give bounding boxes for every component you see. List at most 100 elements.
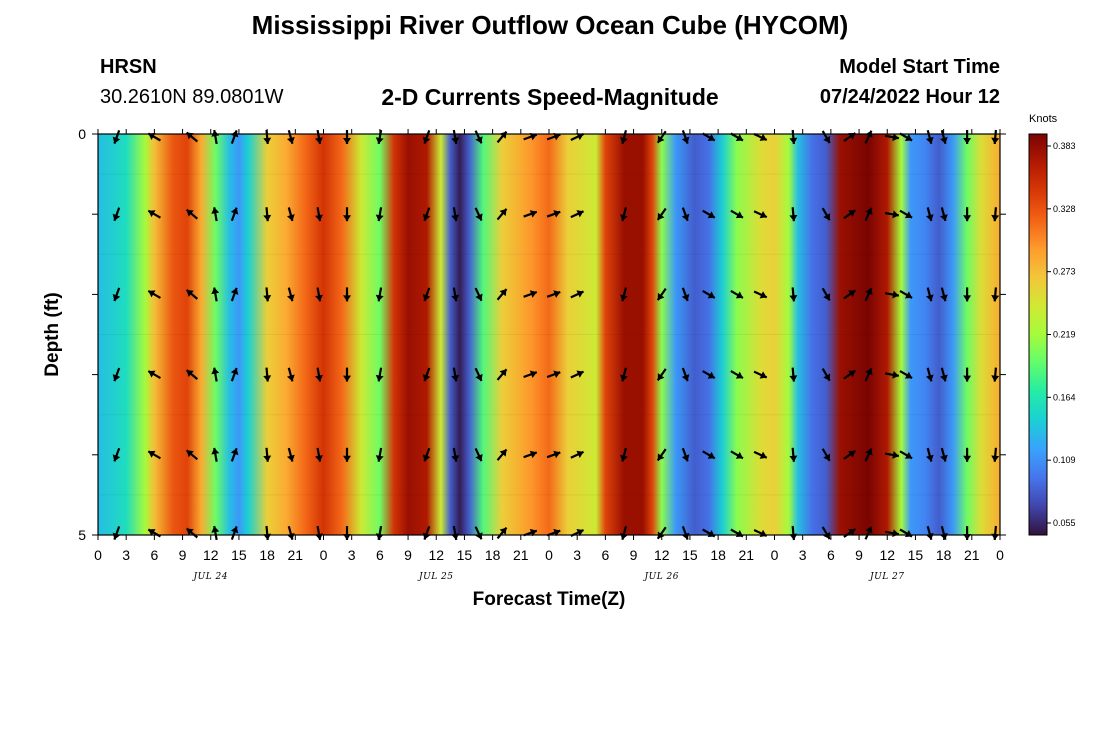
current-vector bbox=[287, 287, 295, 302]
vector-head bbox=[657, 453, 665, 461]
current-vector bbox=[230, 207, 239, 222]
x-tick-label: 21 bbox=[964, 547, 980, 563]
colorbar-tick-label: 0.328 bbox=[1053, 204, 1076, 214]
current-vector bbox=[843, 528, 857, 538]
vector-head bbox=[848, 528, 856, 536]
page-title: Mississippi River Outflow Ocean Cube (HY… bbox=[251, 10, 849, 40]
x-tick-label: 18 bbox=[936, 547, 952, 563]
vector-head bbox=[940, 294, 948, 302]
vector-head bbox=[848, 290, 856, 298]
vector-head bbox=[451, 374, 460, 382]
vector-head bbox=[789, 455, 798, 462]
current-vector bbox=[884, 133, 900, 142]
current-vector bbox=[147, 450, 161, 460]
vector-head bbox=[529, 528, 537, 537]
current-vector bbox=[230, 526, 239, 540]
x-tick-label: 15 bbox=[908, 547, 924, 563]
current-vector bbox=[474, 447, 483, 462]
current-vector bbox=[884, 370, 900, 379]
vector-head bbox=[681, 293, 690, 301]
vector-head bbox=[681, 454, 690, 462]
current-vector bbox=[864, 207, 873, 222]
current-vector bbox=[375, 367, 384, 382]
vector-head bbox=[315, 214, 323, 222]
current-vector bbox=[884, 451, 900, 459]
vector-head bbox=[375, 214, 384, 222]
vector-head bbox=[681, 136, 690, 144]
vector-head bbox=[263, 455, 272, 462]
current-vector bbox=[821, 367, 831, 382]
vector-head bbox=[925, 294, 934, 302]
current-vector bbox=[620, 207, 628, 222]
x-tick-label: 0 bbox=[996, 547, 1004, 563]
x-tick-label: 15 bbox=[231, 547, 247, 563]
current-vector bbox=[821, 207, 831, 221]
current-vector bbox=[753, 450, 768, 459]
x-tick-label: 0 bbox=[545, 547, 553, 563]
vector-head bbox=[657, 292, 665, 301]
current-vector bbox=[753, 290, 768, 299]
current-vector bbox=[546, 210, 561, 218]
current-vector bbox=[991, 207, 1000, 222]
vector-head bbox=[991, 137, 1000, 144]
vector-head bbox=[499, 449, 507, 457]
vector-head bbox=[422, 136, 431, 144]
vector-head bbox=[499, 208, 507, 217]
x-tick-label: 9 bbox=[179, 547, 187, 563]
current-vector bbox=[730, 132, 744, 142]
speed-heatmap bbox=[98, 134, 1000, 535]
vector-head bbox=[904, 134, 913, 141]
current-vector bbox=[925, 207, 934, 222]
vector-head bbox=[789, 375, 798, 382]
vector-head bbox=[529, 290, 537, 298]
vector-head bbox=[112, 374, 121, 382]
current-vector bbox=[864, 287, 873, 302]
current-vector bbox=[925, 129, 934, 145]
current-vector bbox=[287, 367, 295, 382]
current-vector bbox=[620, 129, 628, 145]
station-coordinates: 30.2610N 89.0801W bbox=[100, 86, 284, 108]
vector-head bbox=[576, 528, 584, 537]
x-tick-label: 3 bbox=[348, 547, 356, 563]
current-vector bbox=[422, 526, 431, 540]
current-vector bbox=[147, 370, 161, 380]
x-tick-label: 21 bbox=[288, 547, 304, 563]
current-vector bbox=[112, 447, 121, 462]
current-vector bbox=[789, 207, 798, 222]
current-vector bbox=[864, 526, 873, 540]
vector-head bbox=[529, 210, 537, 218]
vector-head bbox=[620, 214, 628, 221]
current-vector bbox=[570, 290, 584, 299]
current-vector bbox=[730, 370, 744, 380]
vector-head bbox=[865, 448, 873, 456]
current-vector bbox=[451, 129, 460, 145]
current-vector bbox=[315, 287, 323, 302]
y-axis-label: Depth (ft) bbox=[42, 292, 63, 376]
current-vector bbox=[620, 367, 628, 382]
vector-head bbox=[315, 294, 323, 302]
date-label: JUL 25 bbox=[417, 572, 453, 582]
current-vector bbox=[342, 447, 351, 462]
vector-head bbox=[553, 290, 561, 298]
vector-head bbox=[735, 134, 743, 141]
current-vector bbox=[789, 129, 798, 145]
vector-head bbox=[620, 454, 628, 462]
current-vector bbox=[753, 133, 768, 142]
vector-head bbox=[263, 214, 272, 222]
current-vector bbox=[342, 367, 351, 382]
current-vector bbox=[821, 287, 831, 302]
vector-head bbox=[186, 209, 194, 217]
current-vector bbox=[496, 526, 508, 540]
current-vector bbox=[451, 287, 460, 302]
vector-head bbox=[375, 374, 384, 382]
current-vector bbox=[940, 447, 948, 462]
vector-head bbox=[789, 214, 798, 222]
current-vector bbox=[821, 130, 831, 144]
current-vector bbox=[496, 448, 508, 461]
current-vector bbox=[422, 130, 431, 144]
current-vector bbox=[422, 447, 431, 462]
vector-head bbox=[789, 295, 798, 302]
vector-head bbox=[186, 289, 194, 297]
vector-head bbox=[759, 451, 767, 459]
